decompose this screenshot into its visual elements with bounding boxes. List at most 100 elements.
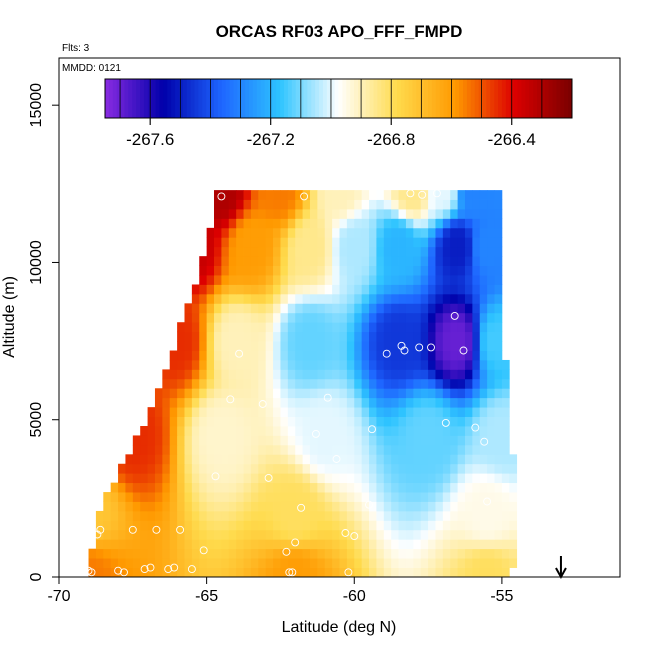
heatmap-cell [457,407,466,417]
heatmap-cell [317,256,326,266]
heatmap-cell [280,454,289,465]
heatmap-cell [258,303,267,314]
heatmap-cell [295,558,303,568]
heatmap-cell [479,284,488,295]
heatmap-cell [221,350,230,361]
heatmap-cell [487,284,495,295]
heatmap-cell [265,482,274,493]
heatmap-cell [376,407,385,417]
heatmap-cell [420,350,429,361]
heatmap-cell [236,322,244,333]
heatmap-cell [118,463,126,474]
heatmap-cell [236,284,244,295]
heatmap-cell [442,397,451,408]
heatmap-cell [354,312,363,323]
heatmap-cell [428,199,436,210]
heatmap-cell [442,510,451,521]
heatmap-cell [317,539,326,550]
heatmap-cell [332,435,340,446]
sample-point [288,568,297,577]
heatmap-cell [398,256,407,266]
heatmap-cell [435,444,444,455]
heatmap-cell [479,303,488,314]
sample-point [128,525,137,534]
heatmap-cell [317,303,326,314]
heatmap-cell [118,473,126,484]
heatmap-cell [398,199,407,210]
heatmap-cell [383,378,392,389]
heatmap-cell [110,510,119,521]
heatmap-cell [369,218,377,229]
heatmap-cell [324,501,333,512]
heatmap-cell [450,275,458,285]
heatmap-cell [391,275,399,285]
heatmap-cell [391,539,399,550]
colorbar-swatch [326,79,332,118]
heatmap-cell [103,520,112,531]
heatmap-cell [346,388,355,399]
sample-point [418,190,427,199]
heatmap-cell [191,435,200,446]
heatmap-cell [464,322,473,333]
heatmap-cell [287,350,296,361]
heatmap-cell [398,284,407,295]
heatmap-cell [332,548,340,559]
heatmap-cell [442,265,451,276]
heatmap-cell [154,426,163,436]
heatmap-cell [413,529,422,540]
heatmap-cell [250,548,259,559]
heatmap-cell [295,444,303,455]
heatmap-cell [472,444,481,455]
heatmap-cell [472,473,481,484]
heatmap-cell [177,520,185,531]
colorbar-swatch [478,79,483,118]
heatmap-cell [258,218,267,229]
heatmap-cell [125,501,134,512]
heatmap-cell [413,190,422,200]
colorbar-swatch [256,79,262,118]
heatmap-cell [472,492,481,502]
heatmap-cell [509,520,518,531]
heatmap-cell [324,322,333,333]
heatmap-cell [464,265,473,276]
heatmap-cell [309,218,318,229]
heatmap-cell [184,529,193,540]
heatmap-cell [428,529,436,540]
heatmap-cell [479,246,488,257]
heatmap-cell [354,208,363,219]
heatmap-cell [258,265,267,276]
heatmap-cell [398,520,407,531]
heatmap-cell [442,227,451,238]
heatmap-cell [339,227,348,238]
heatmap-cell [250,256,259,266]
heatmap-cell [191,548,200,559]
heatmap-cell [214,444,222,455]
heatmap-cell [472,454,481,465]
heatmap-cell [309,341,318,351]
colorbar-swatch [474,79,480,118]
heatmap-cell [361,567,370,578]
heatmap-cell [324,218,333,229]
heatmap-cell [273,510,281,521]
heatmap-cell [191,558,200,568]
heatmap-cell [302,492,311,502]
colorbar-swatch [373,79,378,118]
heatmap-cell [450,520,458,531]
heatmap-cell [243,416,252,427]
heatmap-cell [265,303,274,314]
heatmap-cell [125,510,134,521]
heatmap-cell [383,218,392,229]
heatmap-cell [354,369,363,380]
heatmap-cell [479,341,488,351]
heatmap-cell [332,463,340,474]
heatmap-cell [236,369,244,380]
heatmap-cell [302,303,311,314]
heatmap-cell [442,284,451,295]
heatmap-cell [369,275,377,285]
heatmap-cell [479,435,488,446]
heatmap-cell [250,482,259,493]
colorbar-swatch [544,79,550,118]
heatmap-cell [221,275,230,285]
heatmap-cell [221,369,230,380]
heatmap-cell [450,312,458,323]
